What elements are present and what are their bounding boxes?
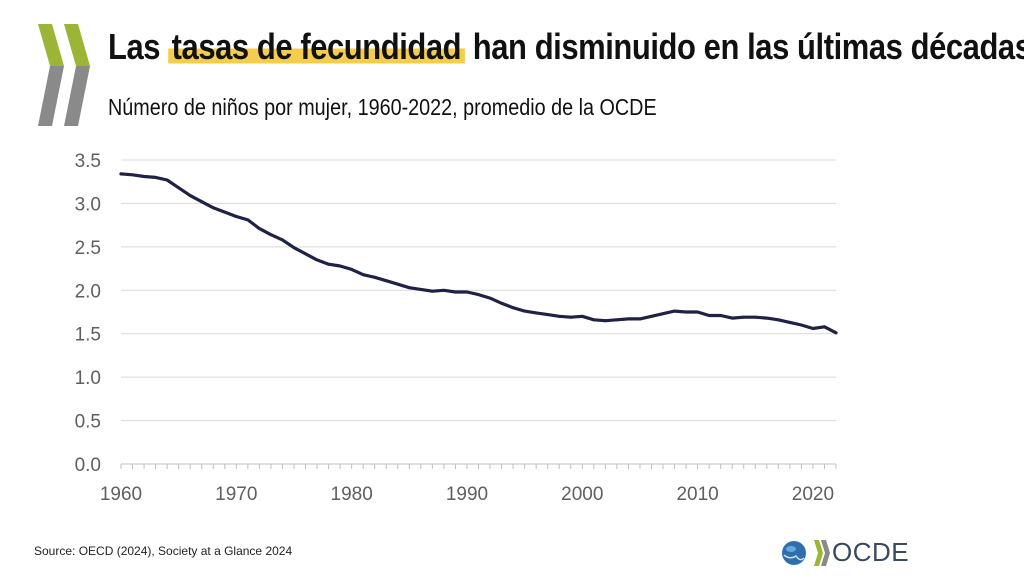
data-point [131,173,134,177]
data-point [650,314,653,318]
data-point [407,286,411,290]
chevron-left-green [38,24,64,66]
data-point [361,273,365,277]
y-tick-label: 3.0 [75,194,101,215]
ocde-wordmark: OCDE [832,537,910,567]
data-point [753,315,757,319]
data-point [431,289,434,293]
data-point [396,282,400,286]
y-tick-label: 1.0 [75,368,101,389]
data-point [211,206,215,210]
data-point [419,288,423,291]
ocde-brand-logo: OCDE [780,537,909,568]
title-prefix: Las [108,26,169,67]
data-point [350,268,353,271]
data-point [811,327,815,330]
data-point [742,315,746,319]
source-note: Source: OECD (2024), Society at a Glance… [34,544,293,558]
x-tick-label: 2000 [561,484,603,505]
data-point [188,194,192,197]
chevron-right-green [64,24,90,66]
mini-chevron-icon [814,539,830,566]
y-tick-label: 1.5 [75,325,101,346]
data-point [442,288,446,292]
x-tick-label: 1960 [100,484,142,505]
data-point [707,314,711,317]
data-point [684,310,688,314]
data-point [338,264,342,268]
data-point [223,210,227,214]
data-point [719,314,723,317]
data-point [788,321,792,324]
data-point [373,275,377,279]
data-point [258,227,261,230]
data-point [615,318,619,322]
data-point [546,313,550,316]
y-tick-label: 0.5 [75,412,101,433]
data-point [315,258,319,262]
data-point [234,215,238,218]
data-point [534,311,538,315]
data-point [304,252,307,256]
chevron-right-gray [64,66,90,126]
y-tick-label: 2.0 [75,281,101,302]
data-point [246,218,250,222]
title-suffix: han disminuido en las últimas décadas [464,26,1024,67]
data-point [281,238,284,242]
globe-icon [782,540,806,565]
x-tick-label: 1990 [446,484,488,505]
data-point [638,317,642,321]
y-tick-label: 3.5 [75,151,101,172]
data-point [511,306,515,310]
data-point [488,296,492,300]
data-point [765,316,769,320]
data-point [673,309,676,313]
data-point [454,290,457,294]
y-tick-label: 2.5 [75,238,101,259]
data-point [834,331,838,335]
data-point [384,279,388,283]
data-point [823,325,826,329]
fertility-series-line [119,172,838,335]
x-tick-label: 2020 [792,484,834,505]
data-point [604,319,607,323]
chevron-left-gray [38,66,64,126]
data-point [465,290,469,294]
data-point [730,316,734,320]
data-point [592,318,596,322]
y-tick-label: 0.0 [75,455,101,476]
page-title: Las tasas de fecundidad han disminuido e… [108,26,1024,68]
data-point [696,310,699,314]
data-point [142,175,146,178]
data-point [569,315,573,319]
data-point [627,317,630,321]
data-point [500,301,503,305]
data-point [292,246,296,250]
data-point [269,233,273,237]
chart-subtitle: Número de niños por mujer, 1960-2022, pr… [108,94,657,120]
data-point [557,314,561,318]
data-point [154,176,158,179]
x-tick-label: 2010 [676,484,718,505]
oecd-chevron-logo [38,24,90,126]
data-point [477,293,480,296]
data-point [661,312,665,316]
data-point [177,186,181,190]
data-point [580,314,584,318]
data-point [165,178,169,182]
title-highlight: tasas de fecundidad [168,26,465,67]
x-tick-label: 1970 [215,484,257,505]
data-point [119,172,123,176]
data-point [523,309,526,313]
data-point [776,318,780,322]
x-tick-label: 1980 [331,484,373,505]
data-point [800,323,803,327]
data-point [327,262,330,266]
data-point [200,200,204,204]
fertility-line-chart: 0.0 0.5 1.0 1.5 2.0 2.5 3.0 3.5 1960 1970 1980 1990… [75,151,838,505]
